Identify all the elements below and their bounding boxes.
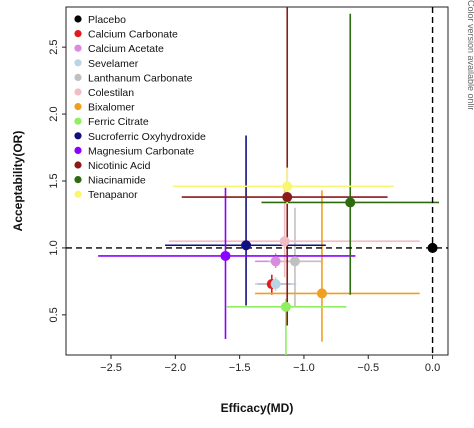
- point-7: [280, 301, 291, 312]
- legend-marker-7: [74, 117, 82, 125]
- y-tick-label-4: 2.5: [48, 40, 60, 55]
- legend: Placebo Calcium Carbonate Calcium Acetate S…: [74, 14, 206, 201]
- point-8: [241, 240, 252, 251]
- legend-label-2: Calcium Acetate: [88, 43, 164, 55]
- legend-marker-6: [74, 103, 82, 111]
- x-tick-label-2: −1.5: [229, 362, 251, 374]
- y-tick-label-3: 2.0: [48, 106, 60, 121]
- x-axis: −2.5 −2.0 −1.5 −1.0 −0.5 0.0: [100, 355, 440, 374]
- x-tick-label-0: −2.5: [100, 362, 122, 374]
- x-tick-label-3: −1.0: [293, 362, 315, 374]
- point-9: [220, 250, 231, 261]
- legend-marker-0: [74, 15, 82, 23]
- x-tick-label-4: −0.5: [357, 362, 379, 374]
- legend-label-0: Placebo: [88, 14, 126, 26]
- x-tick-label-5: 0.0: [425, 362, 440, 374]
- legend-label-1: Calcium Carbonate: [88, 29, 178, 41]
- legend-marker-8: [74, 132, 82, 140]
- x-axis-title: Efficacy(MD): [221, 401, 294, 415]
- point-0: [427, 242, 438, 253]
- legend-marker-9: [74, 146, 82, 154]
- legend-marker-10: [74, 161, 82, 169]
- y-tick-label-2: 1.5: [48, 173, 60, 188]
- legend-marker-5: [74, 88, 82, 96]
- legend-label-6: Bixalomer: [88, 102, 135, 114]
- y-axis: 0.5 1.0 1.5 2.0 2.5: [48, 40, 66, 322]
- y-tick-label-0: 0.5: [48, 307, 60, 322]
- data-points: [220, 181, 438, 312]
- point-12: [282, 181, 293, 192]
- point-3: [270, 279, 281, 290]
- reference-lines: [66, 7, 448, 355]
- x-tick-label-1: −2.0: [164, 362, 186, 374]
- legend-label-7: Ferric Citrate: [88, 116, 149, 128]
- legend-marker-3: [74, 59, 82, 67]
- legend-label-10: Nicotinic Acid: [88, 160, 151, 172]
- legend-label-8: Sucroferric Oxyhydroxide: [88, 131, 206, 143]
- y-axis-title: Acceptability(OR): [11, 131, 25, 232]
- legend-label-5: Colestilan: [88, 87, 134, 99]
- legend-label-4: Lanthanum Carbonate: [88, 72, 193, 84]
- legend-label-12: Tenapanor: [88, 189, 138, 201]
- legend-marker-11: [74, 176, 82, 184]
- point-11: [345, 197, 356, 208]
- color-version-note: Color version available online: [466, 0, 474, 110]
- y-tick-label-1: 1.0: [48, 240, 60, 255]
- point-6: [316, 288, 327, 299]
- point-10: [282, 192, 293, 203]
- error-bars: [98, 7, 439, 355]
- point-2: [270, 256, 281, 267]
- point-5: [279, 236, 290, 247]
- legend-marker-1: [74, 29, 82, 38]
- legend-label-3: Sevelamer: [88, 58, 139, 70]
- legend-label-11: Niacinamide: [88, 175, 146, 187]
- legend-label-9: Magnesium Carbonate: [88, 145, 194, 157]
- legend-marker-4: [74, 73, 82, 81]
- legend-marker-12: [74, 190, 82, 198]
- legend-marker-2: [74, 44, 82, 52]
- point-4: [289, 256, 300, 267]
